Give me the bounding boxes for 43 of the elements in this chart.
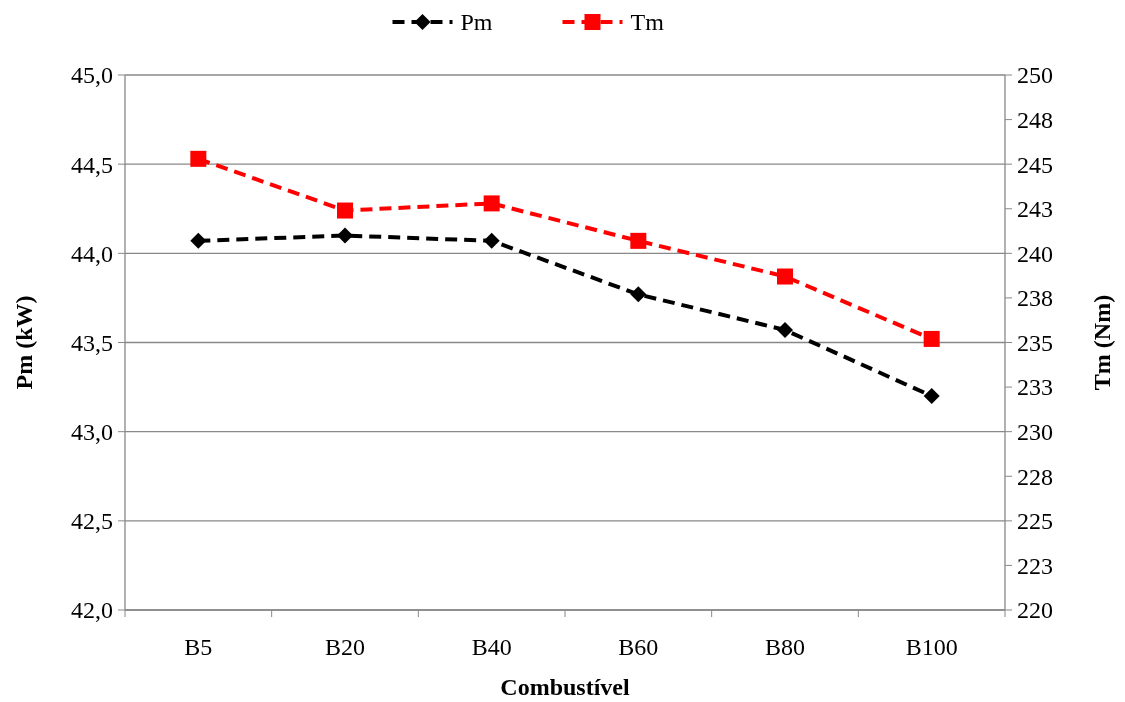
y2-tick-label: 220 (1017, 597, 1053, 624)
y2-tick-label: 228 (1017, 463, 1053, 490)
y-tick-label: 45,0 (71, 62, 113, 89)
point (630, 286, 647, 303)
point (777, 268, 793, 285)
y2-tick-label: 225 (1017, 508, 1053, 535)
point (337, 202, 353, 219)
legend-label: Tm (630, 9, 665, 36)
y2-tick-label: 233 (1017, 374, 1053, 401)
y-axis-title: Pm (kW) (11, 295, 37, 390)
y-tick-label: 44,5 (71, 151, 113, 178)
y-tick-label: 42,5 (71, 508, 113, 535)
x-axis-title: Combustível (500, 674, 630, 700)
x-tick-label: B100 (905, 634, 958, 660)
x-tick-label: B40 (471, 634, 512, 660)
point (777, 322, 793, 339)
y-tick-label: 42,0 (71, 597, 113, 624)
y2-tick-label: 240 (1017, 240, 1053, 267)
y2-tick-label: 243 (1017, 196, 1053, 223)
y2-tick-label: 235 (1017, 329, 1053, 356)
y2-tick-label: 230 (1017, 419, 1053, 446)
y-tick-label: 43,5 (71, 329, 113, 356)
point (483, 232, 500, 249)
y-tick-label: 43,0 (71, 419, 113, 446)
y2-tick-label: 250 (1017, 62, 1053, 89)
x-tick-label: B5 (184, 634, 213, 660)
point (337, 227, 353, 244)
y2-tick-label: 238 (1017, 285, 1053, 312)
y2-tick-label: 245 (1017, 151, 1053, 178)
point (630, 232, 647, 249)
x-tick-label: B20 (324, 634, 366, 660)
y2-tick-label: 223 (1017, 552, 1053, 579)
legend-label: Pm (460, 9, 493, 36)
point (190, 150, 207, 167)
x-tick-label: B80 (764, 634, 806, 660)
x-tick-label: B60 (618, 634, 659, 660)
y2-tick-label: 248 (1017, 106, 1053, 133)
y-tick-label: 44,0 (71, 240, 113, 267)
point (483, 195, 500, 212)
y2-axis-title: Tm (Nm) (1089, 294, 1115, 391)
point (923, 330, 940, 347)
point (923, 388, 940, 404)
point (190, 232, 207, 249)
